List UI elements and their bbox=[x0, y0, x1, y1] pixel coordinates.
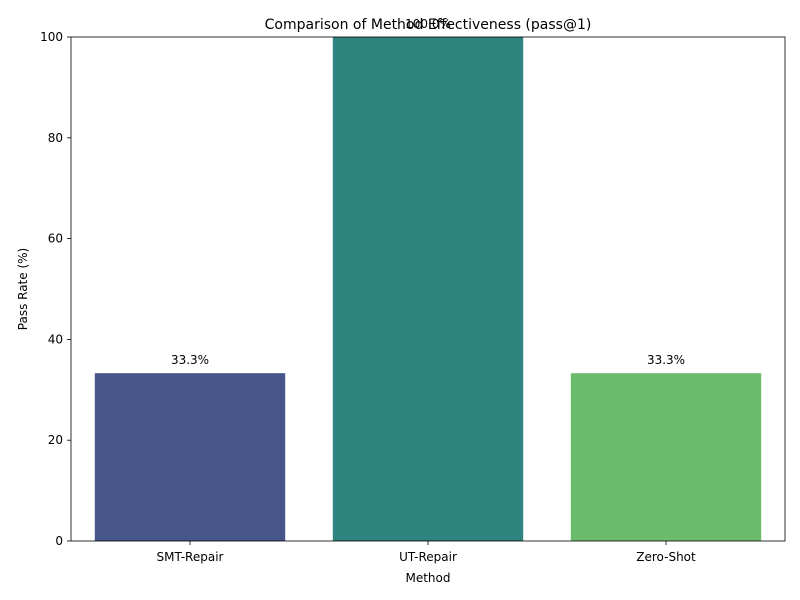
y-tick-label: 100 bbox=[40, 30, 63, 44]
x-axis-label: Method bbox=[405, 571, 450, 585]
x-tick-label: UT-Repair bbox=[399, 550, 457, 564]
data-label-zero-shot: 33.3% bbox=[647, 353, 685, 367]
axes-layer: SMT-Repair UT-Repair Zero-Shot 0 20 40 60 80 100 bbox=[40, 30, 786, 564]
y-tick-label: 0 bbox=[55, 534, 63, 548]
bar-zero-shot bbox=[570, 373, 762, 541]
data-labels-layer: 33.3% 100.0% 33.3% bbox=[171, 17, 685, 367]
data-label-ut-repair: 100.0% bbox=[405, 17, 451, 31]
y-tick-label: 60 bbox=[48, 232, 63, 246]
y-tick-label: 20 bbox=[48, 433, 63, 447]
chart-title: Comparison of Method Effectiveness (pass… bbox=[265, 17, 592, 33]
y-tick-label: 40 bbox=[48, 332, 63, 346]
y-tick-label: 80 bbox=[48, 131, 63, 145]
plot-frame bbox=[70, 36, 786, 542]
x-tick-label: SMT-Repair bbox=[157, 550, 224, 564]
bars-layer bbox=[94, 37, 762, 541]
x-tick-label: Zero-Shot bbox=[636, 550, 696, 564]
bar-ut-repair bbox=[332, 37, 524, 541]
bar-smt-repair bbox=[94, 373, 286, 541]
y-axis-label: Pass Rate (%) bbox=[16, 248, 30, 330]
data-label-smt-repair: 33.3% bbox=[171, 353, 209, 367]
